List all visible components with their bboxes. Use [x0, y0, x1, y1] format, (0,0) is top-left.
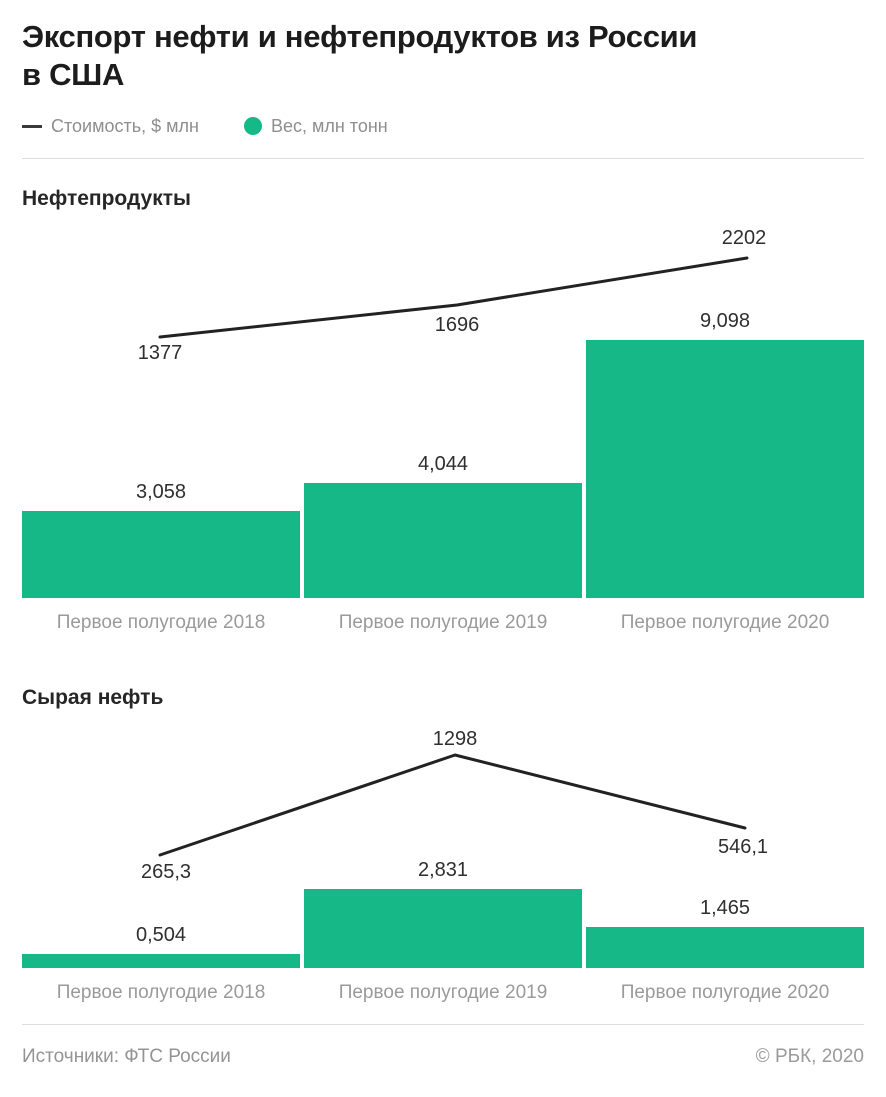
legend-item-weight: Вес, млн тонн [243, 115, 388, 137]
section-title-oil-products: Нефтепродукты [22, 187, 191, 210]
footer-divider [22, 1024, 864, 1025]
line-value-label: 1298 [432, 728, 478, 750]
bar-2020 [586, 927, 864, 968]
bar-value-label: 3,058 [135, 481, 187, 503]
section-title-crude-oil: Сырая нефть [22, 686, 164, 709]
bar-2020 [586, 340, 864, 598]
bar-2019 [304, 889, 582, 968]
legend-label-cost: Стоимость, $ млн [51, 115, 199, 136]
chart-oil-products: 1377 1696 2202 3,058 4,044 9,098 Первое … [22, 220, 864, 633]
page-title-line-2: в США [22, 57, 125, 92]
legend-item-cost: Стоимость, $ млн [22, 116, 199, 137]
header-divider [22, 158, 864, 159]
bar-value-label: 2,831 [417, 859, 469, 881]
category-label: Первое полугодие 2020 [620, 612, 830, 633]
chart-crude-oil: 265,3 1298 546,1 0,504 2,831 1,465 Перво… [22, 725, 864, 1003]
line-value-label: 2202 [721, 227, 767, 249]
page-title: Экспорт нефти и нефтепродуктов из России… [22, 18, 697, 94]
line-value-label: 1377 [137, 342, 183, 364]
page-title-line-1: Экспорт нефти и нефтепродуктов из России [22, 19, 698, 54]
category-label: Первое полугодие 2018 [56, 982, 266, 1003]
line-value-label: 546,1 [717, 836, 769, 858]
cost-line [158, 256, 749, 339]
bar-value-label: 0,504 [135, 924, 187, 946]
bar-value-label: 9,098 [699, 310, 751, 332]
bar-value-label: 4,044 [417, 453, 469, 475]
bar-2019 [304, 483, 582, 598]
cost-line-chart [158, 256, 749, 339]
footer-source: Источники: ФТС России [22, 1046, 231, 1067]
category-label: Первое полугодие 2018 [56, 612, 266, 633]
bar-2018 [22, 954, 300, 968]
category-label: Первое полугодие 2019 [338, 612, 548, 633]
cost-line [158, 753, 747, 857]
legend: Стоимость, $ млн Вес, млн тонн [22, 113, 388, 139]
line-value-label: 265,3 [140, 861, 192, 883]
cost-line-chart [158, 753, 747, 857]
bar-value-label: 1,465 [699, 897, 751, 919]
line-value-label: 1696 [434, 314, 480, 336]
dot-swatch-icon [243, 117, 262, 135]
category-label: Первое полугодие 2020 [620, 982, 830, 1003]
line-swatch-icon [22, 124, 42, 128]
footer-copyright: © РБК, 2020 [755, 1046, 864, 1067]
category-label: Первое полугодие 2019 [338, 982, 548, 1003]
legend-label-weight: Вес, млн тонн [270, 115, 388, 136]
bar-2018 [22, 511, 300, 598]
